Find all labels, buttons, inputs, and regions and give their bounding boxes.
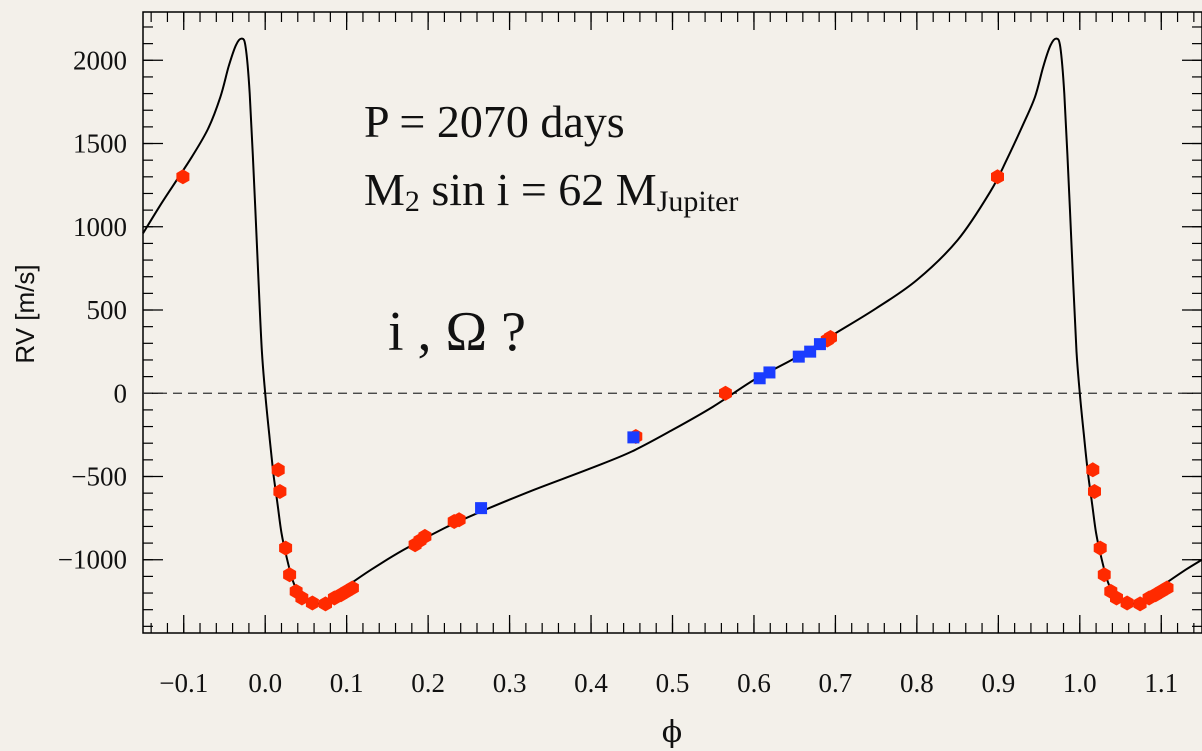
rv-point-red [824, 330, 837, 345]
rv-point-red [283, 567, 297, 583]
rv-point-red [279, 540, 293, 556]
x-tick-label: 0.7 [819, 668, 853, 698]
rv-point-red [1110, 590, 1123, 606]
y-tick-label: 1000 [73, 212, 127, 242]
data-points-layer [176, 169, 1174, 612]
mass-unit-subscript: Jupiter [657, 185, 739, 218]
inclination-question: i , Ω ? [388, 301, 526, 363]
mass-prefix: M [364, 164, 405, 215]
rv-point-red [1088, 484, 1101, 499]
rv-point-red [418, 528, 432, 544]
period-annotation: P = 2070 days [364, 96, 625, 147]
x-tick-label: 0.9 [981, 668, 1015, 698]
x-tick-label: 0.5 [656, 668, 690, 698]
x-tick-label: 1.1 [1144, 668, 1178, 698]
tick-label-layer: −0.1 0.0 0.1 0.2 0.3 0.4 0.5 0.6 0.7 0.8 0.9 1.0 1.1… [58, 45, 1178, 698]
x-tick-label: 0.8 [900, 668, 934, 698]
rv-point-red [176, 169, 190, 185]
rv-point-blue [813, 338, 826, 351]
tick-layer [143, 12, 1202, 633]
rv-point-blue [475, 502, 488, 515]
y-tick-label: 1500 [73, 129, 127, 159]
x-axis-title: ϕ [662, 715, 682, 750]
rv-point-red [273, 484, 287, 499]
x-tick-label: 0.1 [330, 668, 364, 698]
rv-point-red [1086, 462, 1100, 478]
mass-annotation: M2 sin i = 62 MJupiter [364, 164, 738, 218]
rv-point-red [1160, 580, 1174, 596]
rv-point-red [452, 512, 466, 528]
rv-point-blue [792, 350, 805, 363]
mass-subscript: 2 [405, 185, 420, 218]
x-tick-label: 0.0 [248, 668, 282, 698]
y-tick-label: −500 [71, 462, 127, 492]
rv-point-red [295, 590, 309, 606]
rv-point-red [991, 169, 1004, 185]
mass-middle: sin i = 62 M [420, 164, 657, 215]
y-tick-label: 2000 [73, 45, 127, 75]
y-axis-title: RV [m/s] [10, 264, 40, 363]
rv-point-red [1093, 540, 1107, 556]
x-tick-label: 1.0 [1063, 668, 1097, 698]
rv-point-red [305, 595, 319, 611]
rv-point-blue [627, 431, 640, 444]
rv-point-red [271, 462, 285, 478]
y-tick-label: 0 [114, 378, 128, 408]
x-tick-label: 0.6 [737, 668, 771, 698]
x-tick-label: 0.3 [493, 668, 527, 698]
rv-point-red [1120, 595, 1134, 611]
y-tick-label: 500 [87, 295, 128, 325]
rv-point-blue [804, 345, 817, 358]
x-tick-label: −0.1 [159, 668, 208, 698]
rv-point-red [719, 385, 732, 401]
rv-point-blue [753, 372, 766, 385]
rv-point-red [1097, 567, 1111, 583]
x-tick-label: 0.4 [574, 668, 608, 698]
y-tick-label: −1000 [58, 545, 127, 575]
rv-point-red [345, 580, 359, 596]
x-tick-label: 0.2 [411, 668, 445, 698]
rv-point-blue [763, 366, 776, 379]
